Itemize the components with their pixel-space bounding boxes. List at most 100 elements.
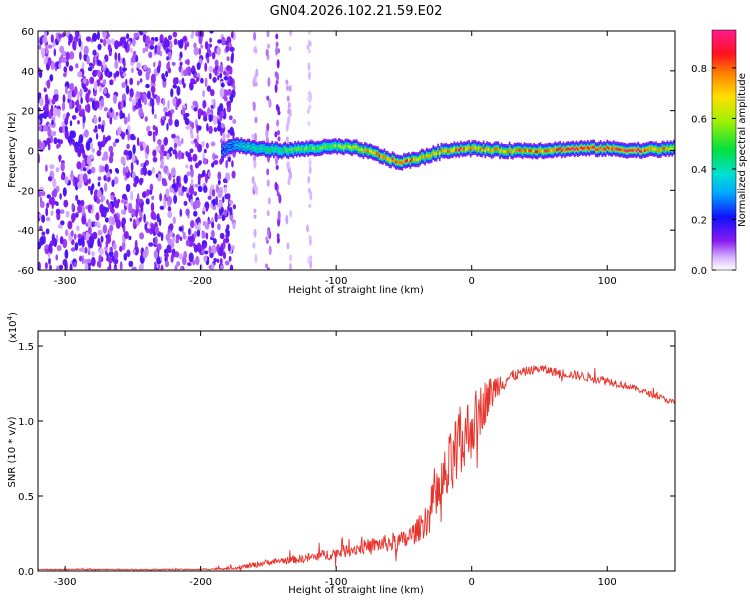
ridge-cell — [531, 150, 534, 154]
noise-speckle — [190, 220, 195, 229]
noise-speckle — [135, 209, 139, 218]
noise-speckle — [193, 107, 198, 112]
ridge-cell — [510, 150, 513, 153]
ridge-cell — [359, 148, 361, 152]
noise-speckle — [124, 205, 127, 211]
noise-speckle — [50, 60, 55, 70]
noise-speckle — [52, 130, 57, 137]
ridge-cell — [539, 148, 542, 152]
ridge-cell — [430, 154, 433, 157]
noise-speckle — [212, 198, 216, 207]
noise-speckle — [47, 44, 53, 49]
noise-speckle — [132, 218, 136, 226]
noise-speckle — [217, 75, 220, 81]
streak-speckle — [266, 168, 270, 176]
noise-speckle — [126, 143, 130, 150]
noise-speckle — [208, 114, 213, 123]
noise-speckle — [206, 56, 210, 64]
noise-speckle — [134, 175, 140, 185]
ridge-cell — [286, 149, 288, 153]
ridge-cell — [570, 147, 573, 151]
noise-speckle — [167, 211, 173, 219]
noise-speckle — [182, 256, 187, 266]
noise-speckle — [78, 255, 83, 262]
streak-speckle — [268, 245, 272, 256]
noise-speckle — [41, 214, 46, 223]
ridge-cell — [344, 144, 347, 148]
noise-speckle — [208, 72, 212, 80]
noise-speckle — [197, 143, 203, 153]
noise-speckle — [191, 121, 194, 130]
noise-speckle — [91, 183, 95, 191]
noise-speckle — [228, 115, 233, 121]
ridge-cell — [240, 143, 243, 147]
noise-speckle — [123, 253, 128, 261]
noise-speckle — [84, 154, 87, 164]
ridge-cell — [427, 154, 430, 158]
ridge-cell — [660, 148, 662, 152]
noise-speckle — [197, 173, 201, 182]
ridge-cell — [551, 149, 553, 153]
streak-speckle — [254, 116, 258, 124]
noise-speckle — [43, 87, 47, 93]
ridge-cell — [541, 150, 544, 153]
noise-speckle — [60, 220, 65, 226]
noise-speckle — [120, 100, 124, 110]
ridge-cell — [578, 147, 581, 150]
noise-speckle — [207, 171, 211, 178]
noise-speckle — [53, 238, 57, 248]
noise-speckle — [179, 208, 183, 217]
noise-speckle — [128, 202, 133, 213]
noise-speckle — [217, 39, 222, 44]
streak-speckle — [287, 178, 291, 186]
noise-speckle — [103, 87, 108, 95]
noise-speckle — [61, 56, 67, 63]
ridge-cell — [669, 146, 672, 150]
ridge-cell — [282, 148, 285, 152]
ridge-cell — [225, 147, 228, 151]
noise-speckle — [113, 250, 119, 260]
noise-speckle — [193, 210, 198, 217]
noise-speckle — [226, 65, 231, 71]
noise-speckle — [93, 116, 98, 124]
noise-speckle — [143, 213, 146, 223]
noise-speckle — [106, 199, 109, 205]
noise-speckle — [173, 137, 179, 143]
noise-speckle — [76, 99, 80, 109]
noise-speckle — [149, 45, 155, 50]
noise-speckle — [83, 86, 88, 93]
streak-speckle — [253, 228, 257, 238]
noise-speckle — [82, 114, 86, 124]
noise-speckle — [44, 262, 48, 270]
streak-speckle — [275, 165, 279, 170]
noise-speckle — [108, 145, 114, 153]
noise-speckle — [89, 76, 95, 85]
noise-speckle — [111, 179, 115, 187]
noise-speckle — [125, 78, 128, 86]
ridge-cell — [520, 148, 522, 152]
ridge-cell — [671, 147, 674, 151]
noise-speckle — [188, 185, 194, 195]
noise-speckle — [113, 114, 118, 121]
ridge-cell — [268, 148, 270, 152]
noise-speckle — [193, 191, 198, 197]
noise-speckle — [145, 71, 150, 81]
noise-speckle — [59, 139, 63, 145]
noise-speckle — [181, 137, 184, 145]
ridge-cell — [442, 149, 444, 153]
ridge-cell — [378, 154, 381, 158]
noise-speckle — [219, 258, 223, 265]
noise-speckle — [84, 247, 88, 254]
ridge-cell — [261, 146, 264, 150]
noise-speckle — [147, 170, 152, 176]
noise-speckle — [140, 202, 143, 213]
y-tick-label: -60 — [18, 266, 34, 277]
noise-speckle — [102, 31, 107, 39]
streak-speckle — [308, 166, 312, 174]
noise-speckle — [121, 112, 126, 119]
ridge-cell — [375, 152, 378, 155]
noise-speckle — [229, 93, 234, 103]
ridge-cell — [421, 154, 423, 158]
noise-speckle — [197, 108, 203, 117]
ridge-cell — [372, 151, 374, 155]
